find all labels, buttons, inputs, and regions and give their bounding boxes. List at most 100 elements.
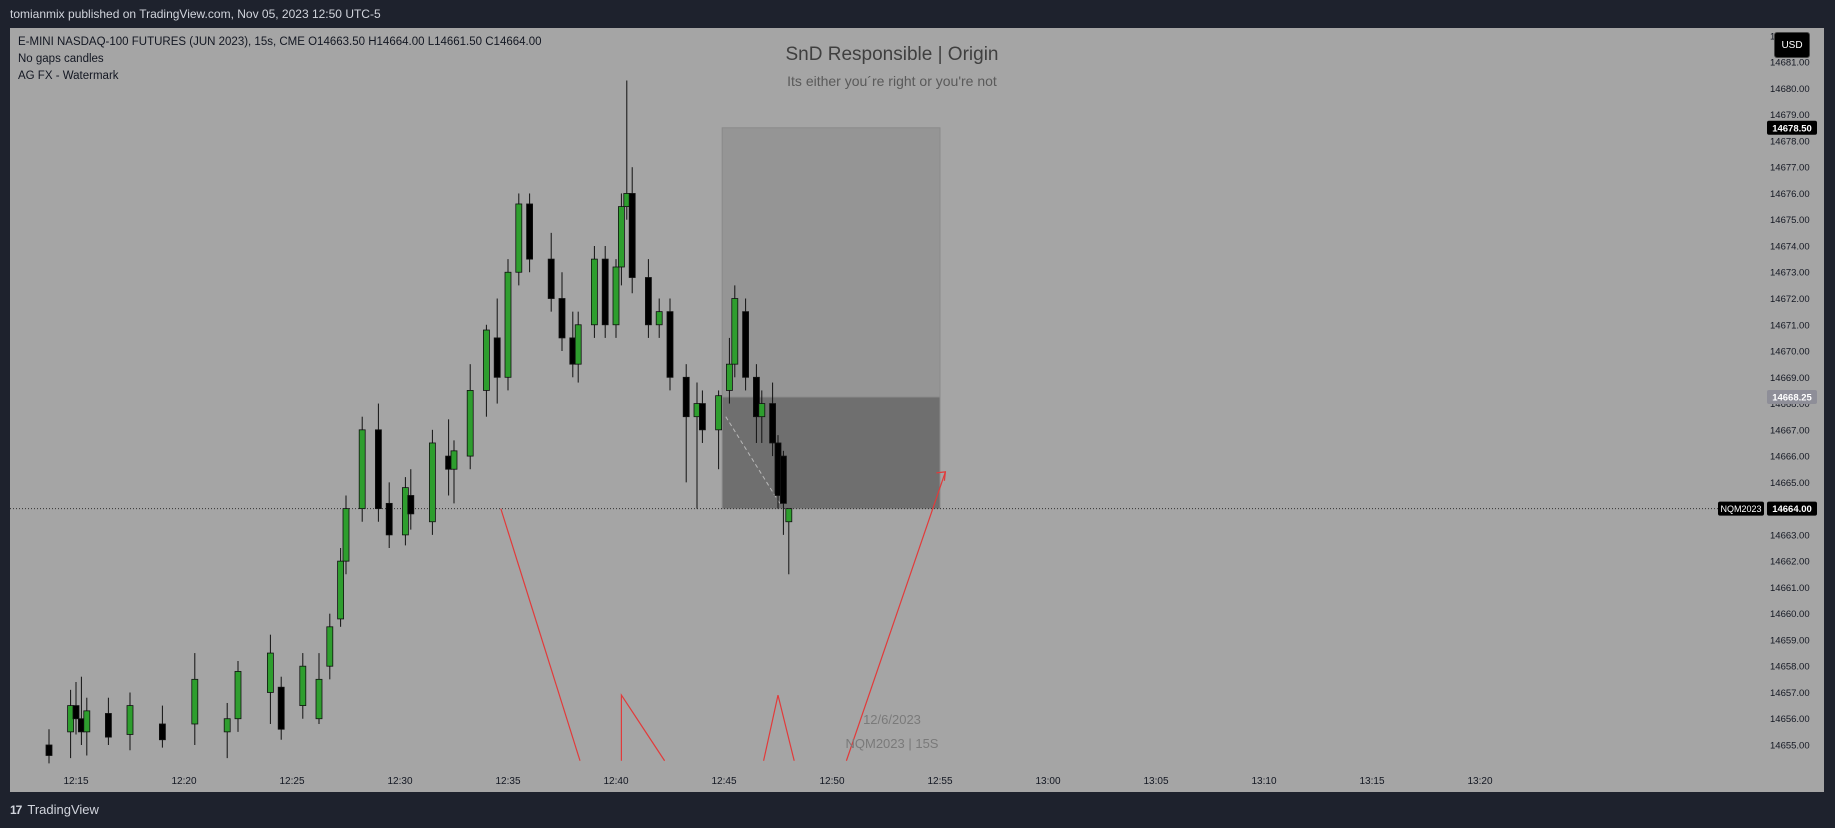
chart-area[interactable]: 14682.0014681.0014680.0014679.0014678.00… [10, 28, 1824, 792]
candle-up [482, 329, 490, 391]
candle-down [374, 429, 382, 510]
currency-button[interactable]: USD [1774, 32, 1810, 58]
arrow-left-down [500, 508, 581, 761]
price-tick-label: 14668.00 [1770, 399, 1810, 410]
candle-up [591, 258, 598, 326]
time-tick-label: 12:20 [171, 776, 196, 787]
candle-down [547, 258, 555, 299]
price-tick-label: 14671.00 [1770, 320, 1810, 331]
candle-down [601, 258, 609, 326]
footer-bar: 17 TradingView [0, 792, 1835, 828]
candle-down [769, 403, 776, 444]
time-tick-label: 13:10 [1251, 776, 1276, 787]
time-tick-label: 12:55 [927, 776, 952, 787]
candle-down [628, 193, 636, 278]
price-tick-label: 14662.00 [1770, 557, 1810, 568]
price-label-value: 14668.25 [1772, 393, 1812, 404]
indicator-watermark[interactable]: AG FX - Watermark [18, 70, 119, 82]
candle-up [191, 678, 199, 725]
candle-up [785, 508, 793, 523]
candle-down [526, 203, 533, 260]
time-tick-label: 13:20 [1467, 776, 1492, 787]
candle-up [450, 450, 458, 470]
candle-up [83, 710, 91, 733]
price-tick-label: 14680.00 [1770, 84, 1810, 95]
candle-up [266, 652, 274, 693]
candle-down [682, 376, 690, 418]
price-tick-label: 14655.00 [1770, 740, 1810, 751]
price-tick-label: 14674.00 [1770, 241, 1810, 252]
tradingview-logo-icon: 17 [10, 802, 22, 817]
candle-down [385, 502, 393, 536]
candle-down [158, 723, 166, 741]
candle-up [612, 266, 620, 326]
candle-up [726, 363, 733, 391]
price-label-bg [1767, 501, 1817, 516]
time-tick-label: 13:00 [1035, 776, 1060, 787]
price-tick-label: 14672.00 [1770, 294, 1810, 305]
time-tick-label: 12:25 [279, 776, 304, 787]
time-tick-label: 12:15 [63, 776, 88, 787]
candle-up [326, 626, 334, 667]
candle-down [558, 298, 566, 339]
arrow-head [936, 471, 947, 481]
candle-down [407, 495, 415, 515]
price-tick-label: 14673.00 [1770, 268, 1810, 279]
candle-down [277, 686, 285, 730]
price-tick-label: 14660.00 [1770, 609, 1810, 620]
time-tick-label: 13:15 [1359, 776, 1384, 787]
candle-up [731, 298, 739, 365]
price-tick-label: 14678.00 [1770, 136, 1810, 147]
candle-down [645, 277, 652, 326]
candlestick-chart[interactable]: 14682.0014681.0014680.0014679.0014678.00… [10, 28, 1824, 792]
symbol-tag-label: NQM2023 [1720, 504, 1761, 514]
price-tick-label: 14656.00 [1770, 714, 1810, 725]
watermark-subtitle: Its either you´re right or you're not [787, 73, 997, 89]
price-tick-label: 14657.00 [1770, 688, 1810, 699]
candle-up [299, 665, 307, 706]
price-tick-label: 14669.00 [1770, 373, 1810, 384]
time-tick-label: 13:05 [1143, 776, 1168, 787]
candle-down [699, 403, 706, 431]
candle-down [45, 744, 53, 756]
price-label-bg [1767, 390, 1817, 404]
watermark-title: SnD Responsible | Origin [785, 44, 999, 65]
candle-up [758, 403, 766, 418]
price-tick-label: 14670.00 [1770, 347, 1810, 358]
price-tick-label: 14679.00 [1770, 110, 1810, 121]
publisher-bar: tomianmix published on TradingView.com, … [0, 0, 1835, 28]
arrow-center-up [620, 693, 666, 762]
price-tick-label: 14681.00 [1770, 58, 1810, 69]
symbol-legend[interactable]: E-MINI NASDAQ-100 FUTURES (JUN 2023), 15… [18, 36, 542, 48]
tradingview-brand[interactable]: 17 TradingView [10, 802, 99, 817]
candle-up [466, 390, 474, 457]
price-tick-label: 14675.00 [1770, 215, 1810, 226]
indicator-no-gaps[interactable]: No gaps candles [18, 53, 104, 65]
time-tick-label: 12:40 [603, 776, 628, 787]
legend: E-MINI NASDAQ-100 FUTURES (JUN 2023), 15… [18, 34, 542, 85]
price-tick-label: 14676.00 [1770, 189, 1810, 200]
candle-down [493, 337, 501, 378]
candle-down [742, 311, 749, 378]
watermark-symbol: NQM2023 | 15S [845, 736, 939, 751]
brand-text: TradingView [27, 802, 99, 817]
dashed-trend-line [725, 416, 781, 504]
price-tick-label: 14658.00 [1770, 662, 1810, 673]
price-tick-label: 14665.00 [1770, 478, 1810, 489]
candle-up [504, 271, 512, 378]
time-tick-label: 12:30 [387, 776, 412, 787]
price-tick-label: 14666.00 [1770, 452, 1810, 463]
time-tick-label: 12:50 [819, 776, 844, 787]
upper-zone [721, 127, 941, 398]
candle-up [234, 671, 242, 720]
price-tick-label: 14667.00 [1770, 425, 1810, 436]
candle-up [358, 429, 366, 510]
price-label-value: 14664.00 [1772, 504, 1812, 515]
candle-down [72, 705, 80, 720]
publisher-line: tomianmix published on TradingView.com, … [10, 7, 381, 21]
candle-up [515, 203, 523, 273]
arrow-small-peak [763, 694, 795, 761]
time-tick-label: 12:35 [495, 776, 520, 787]
symbol-tag-bg [1718, 501, 1764, 516]
arrow-right-up [845, 471, 946, 761]
